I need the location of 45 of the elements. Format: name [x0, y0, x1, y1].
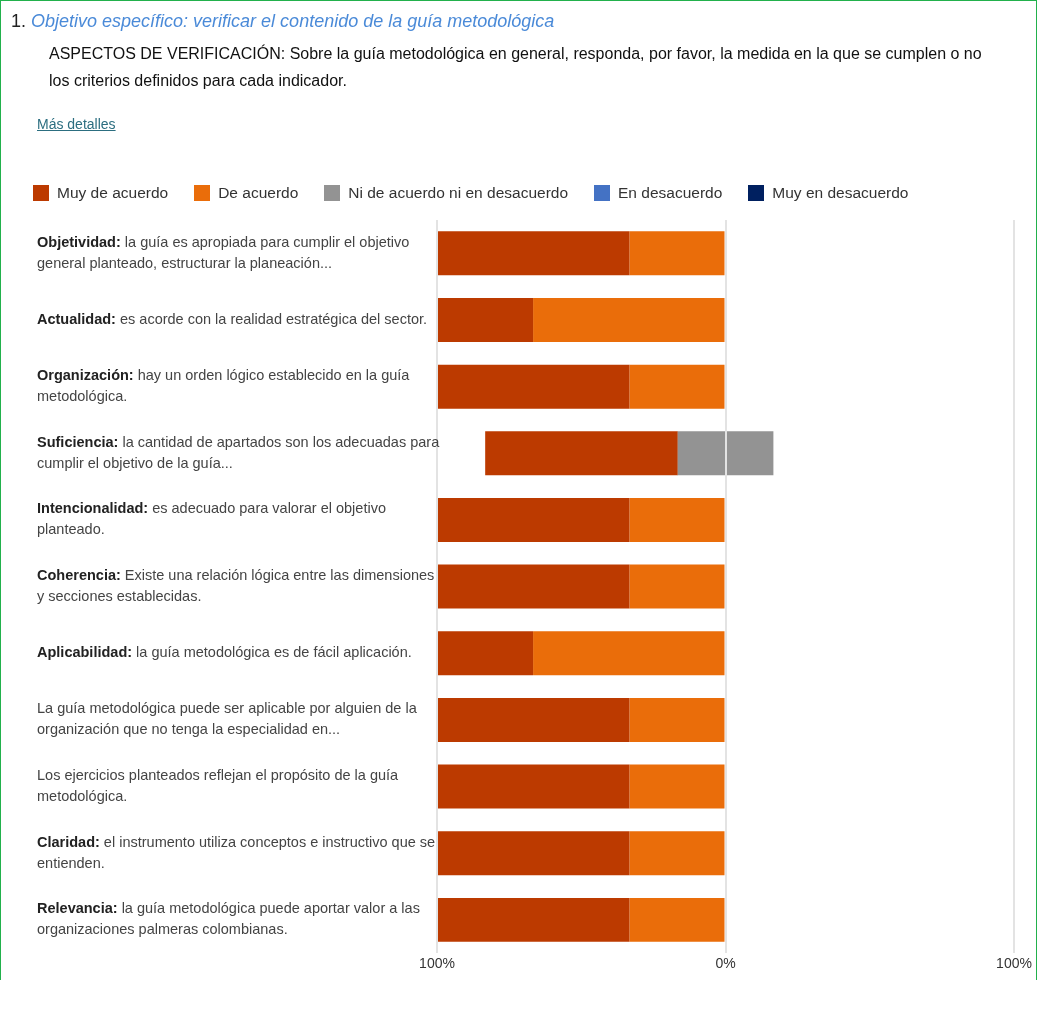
bar [629, 697, 725, 742]
chart-subtitle: ASPECTOS DE VERIFICACIÓN: Sobre la guía metodológica en general, responda, por favor, la medida en la que se cumplen o no los criterios definidos para cada indicador. [48, 43, 983, 91]
bar [629, 231, 725, 276]
bar [629, 831, 725, 876]
bar [533, 297, 725, 342]
bar [437, 897, 630, 942]
bar [629, 564, 725, 609]
y-tick-label: Los ejercicios planteados reflejan el propósito de la guía metodológica. [37, 767, 400, 805]
bar [629, 364, 725, 409]
legend-label: Muy de acuerdo [57, 184, 169, 202]
bar [629, 764, 725, 809]
text: Objetivo específico: verificar el contenido de la guía metodológica [31, 11, 555, 31]
bar [437, 364, 630, 409]
y-tick-label: Relevancia: la guía metodológica puede aportar valor a las organizaciones palmeras colombianas. [37, 900, 420, 938]
bar [437, 631, 534, 676]
y-tick-label: La guía metodológica puede ser aplicable por alguien de la organización que no tenga la especialidad en... [37, 700, 418, 738]
bar [677, 431, 774, 476]
bar [629, 497, 725, 542]
y-tick-label: Suficiencia: la cantidad de apartados son los adecuadas para cumplir el objetivo de la guía... [37, 433, 441, 471]
bar [485, 431, 678, 476]
x-tick-label: 0% [715, 955, 736, 972]
bar [629, 897, 725, 942]
bar [437, 297, 534, 342]
y-tick-label: Coherencia: Existe una relación lógica entre las dimensiones y secciones establecidas. [37, 567, 435, 605]
legend-label: En desacuerdo [618, 184, 723, 202]
legend-label: Muy en desacuerdo [772, 184, 909, 202]
text: 1. [11, 11, 27, 31]
bar [437, 831, 630, 876]
y-tick-label: Actualidad: es acorde con la realidad estratégica del sector. [37, 310, 428, 327]
text: Más detalles [36, 115, 117, 132]
legend-label: De acuerdo [218, 184, 299, 202]
legend-label: Ni de acuerdo ni en desacuerdo [348, 184, 569, 202]
x-tick-label: 100% [419, 955, 455, 972]
x-tick-label: 100% [996, 955, 1032, 972]
y-tick-label: Objetividad: la guía es apropiada para cumplir el objetivo general planteado, estructurar la planeación... [37, 233, 410, 271]
y-tick-label: Organización: hay un orden lógico establecido en la guía metodológica. [37, 367, 411, 405]
y-tick-label: Claridad: el instrumento utiliza conceptos e instructivo que se entienden. [37, 833, 436, 871]
category-label: Intencionalidad: es adecuado para valorar el objetivo planteado. [37, 500, 386, 538]
y-tick-label: Aplicabilidad: la guía metodológica es de fácil aplicación. [37, 644, 412, 661]
bar [437, 564, 630, 609]
bar [437, 231, 630, 276]
bar [437, 697, 630, 742]
bar [437, 764, 630, 809]
bar [533, 631, 725, 676]
bar [437, 497, 630, 542]
